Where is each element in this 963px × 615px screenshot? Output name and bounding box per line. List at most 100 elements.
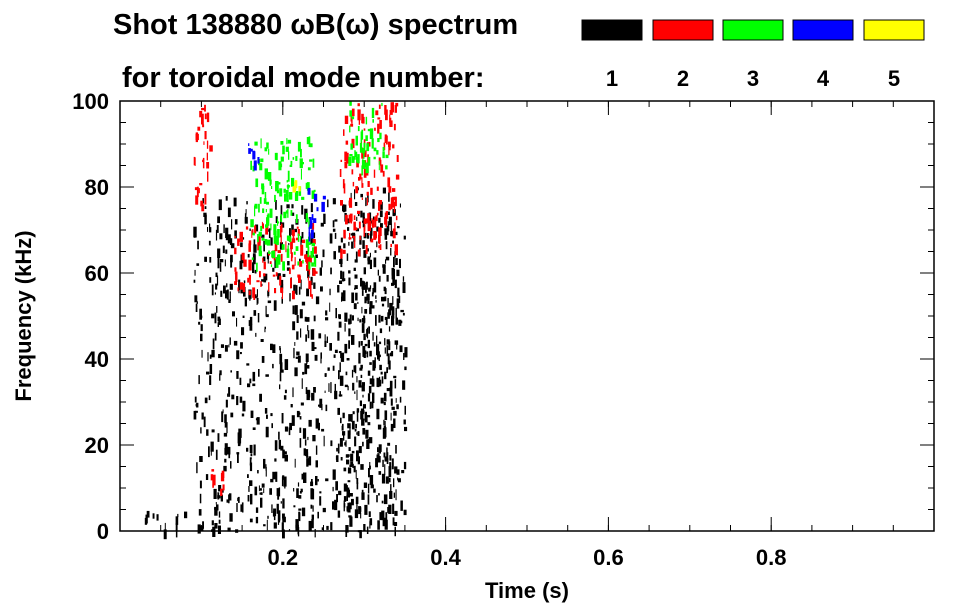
mode-1-speck [301,473,304,480]
mode-1-speck [291,212,295,216]
mode-1-speck [338,370,340,380]
mode-1-speck [253,444,256,456]
mode-1-speck [175,529,178,538]
mode-2-speck [234,267,237,272]
mode-1-speck [299,309,303,319]
mode-1-speck [320,286,323,292]
mode-1-speck [361,323,365,333]
mode-1-speck [367,248,369,252]
mode-1-speck [310,504,313,509]
mode-4-speck [308,227,310,236]
mode-1-speck [377,447,379,453]
mode-1-speck [229,493,232,501]
mode-1-speck [396,404,399,410]
mode-1-speck [263,488,265,494]
mode-2-speck [292,290,295,300]
mode-1-speck [227,234,231,244]
mode-1-speck [313,232,316,239]
mode-1-speck [293,284,296,294]
mode-1-speck [300,402,304,406]
mode-3-speck [256,262,258,272]
mode-1-speck [238,279,241,291]
mode-1-speck [342,412,345,419]
mode-1-speck [345,454,349,458]
mode-1-speck [204,206,207,209]
mode-1-speck [196,402,199,408]
mode-1-speck [346,495,348,501]
mode-3-speck [275,182,279,192]
mode-3-speck [362,147,365,154]
mode-1-speck [376,241,378,248]
mode-2-speck [196,186,199,198]
mode-1-speck [357,431,360,436]
mode-1-speck [306,458,309,467]
mode-2-speck [308,280,312,290]
mode-1-speck [314,347,317,350]
mode-1-speck [366,293,370,301]
mode-1-speck [255,224,259,232]
mode-1-speck [385,512,388,522]
mode-1-speck [344,442,347,446]
mode-1-speck [372,199,375,209]
mode-2-speck [308,267,311,275]
mode-1-speck [361,489,364,493]
mode-1-speck [367,439,370,445]
mode-1-speck [279,242,283,250]
mode-1-speck [288,427,291,436]
mode-3-speck [264,192,267,202]
mode-1-speck [228,494,230,504]
mode-1-speck [289,228,291,237]
mode-2-speck [394,105,397,113]
mode-3-speck [252,165,255,172]
mode-1-speck [358,341,361,348]
mode-2-speck [261,221,263,229]
mode-2-speck [200,200,204,207]
mode-1-speck [266,519,268,531]
mode-3-speck [285,210,288,214]
mode-3-speck [283,188,286,193]
mode-1-speck [354,287,356,290]
mode-1-speck [386,339,390,345]
mode-1-speck [355,469,357,479]
mode-1-speck [354,365,357,374]
mode-1-speck [195,403,197,407]
mode-3-speck [268,250,270,254]
mode-1-speck [208,240,211,246]
mode-1-speck [343,503,346,508]
mode-1-speck [237,453,239,463]
mode-1-speck [230,258,233,268]
mode-3-speck [348,156,352,166]
mode-1-speck [224,414,227,423]
mode-1-speck [393,478,395,488]
mode-1-speck [233,340,238,346]
mode-1-speck [353,465,356,473]
mode-3-speck [371,138,374,149]
mode-1-speck [289,422,292,431]
mode-1-speck [208,395,211,401]
mode-2-speck [292,234,295,239]
mode-1-speck [388,192,390,202]
mode-3-speck [258,203,260,213]
y-tick-label: 80 [85,175,109,200]
mode-1-speck [237,497,239,502]
mode-1-speck [200,427,202,434]
mode-3-speck [312,247,314,255]
mode-1-speck [375,315,377,326]
mode-1-speck [215,502,217,505]
mode-1-speck [343,431,345,441]
mode-1-speck [236,371,239,379]
mode-1-speck [347,385,349,391]
mode-2-speck [272,274,276,277]
mode-3-speck [373,147,377,152]
mode-1-speck [240,352,242,355]
mode-1-speck [287,261,290,266]
mode-1-speck [365,429,369,439]
mode-1-speck [197,524,201,534]
mode-1-speck [347,502,351,513]
mode-1-speck [369,475,374,485]
mode-3-speck [286,138,288,145]
mode-1-speck [382,187,386,194]
mode-1-speck [352,232,356,239]
mode-1-speck [261,483,265,488]
mode-1-speck [364,296,367,304]
